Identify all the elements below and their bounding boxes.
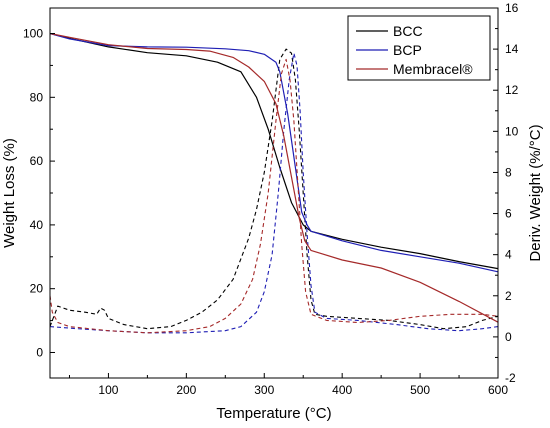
x-tick-label: 500	[410, 383, 430, 397]
right-y-tick-label: 12	[505, 83, 519, 97]
legend-label-bcc: BCC	[393, 23, 423, 39]
right-y-tick-label: 2	[505, 289, 512, 303]
tga-line-bcp	[49, 32, 499, 273]
left-y-tick-label: 80	[30, 90, 44, 104]
left-y-tick-label: 0	[36, 345, 43, 359]
right-y-tick-label: 14	[505, 42, 519, 56]
right-y-tick-label: 0	[505, 330, 512, 344]
x-axis-label: Temperature (°C)	[216, 405, 331, 422]
x-axis: 100 200 300 400 500 600	[68, 373, 508, 397]
right-y-axis-label: Deriv. Weight (%/°C)	[527, 124, 544, 261]
right-y-tick-label: 16	[505, 1, 519, 15]
x-tick-label: 400	[332, 383, 352, 397]
right-y-tick-label: 10	[505, 124, 519, 138]
right-y-axis: -2 0 2 4 6 8 10 12 14 16	[493, 1, 519, 385]
left-y-axis: 0 20 40 60 80 100	[23, 27, 55, 359]
right-y-tick-label: 4	[505, 248, 512, 262]
right-y-tick-label: 6	[505, 207, 512, 221]
dtg-line-bcc	[49, 48, 499, 330]
legend-label-membracel: Membracel®	[393, 61, 473, 77]
dtg-line-membracel	[49, 58, 499, 334]
left-y-tick-label: 100	[23, 27, 43, 41]
x-tick-label: 100	[98, 383, 118, 397]
left-y-tick-label: 20	[30, 282, 44, 296]
legend: BCC BCP Membracel®	[347, 15, 491, 81]
x-tick-label: 600	[488, 383, 508, 397]
x-tick-label: 200	[176, 383, 196, 397]
right-y-tick-label: 8	[505, 165, 512, 179]
right-y-tick-label: -2	[505, 371, 516, 385]
x-tick-label: 300	[254, 383, 274, 397]
left-y-tick-label: 40	[30, 218, 44, 232]
left-y-axis-label: Weight Loss (%)	[1, 138, 18, 248]
left-y-tick-label: 60	[30, 154, 44, 168]
plot-content	[49, 32, 499, 334]
dtg-line-bcp	[49, 52, 499, 334]
tga-line-bcc	[49, 32, 499, 270]
tga-line-membracel	[49, 32, 499, 323]
legend-label-bcp: BCP	[393, 42, 422, 58]
